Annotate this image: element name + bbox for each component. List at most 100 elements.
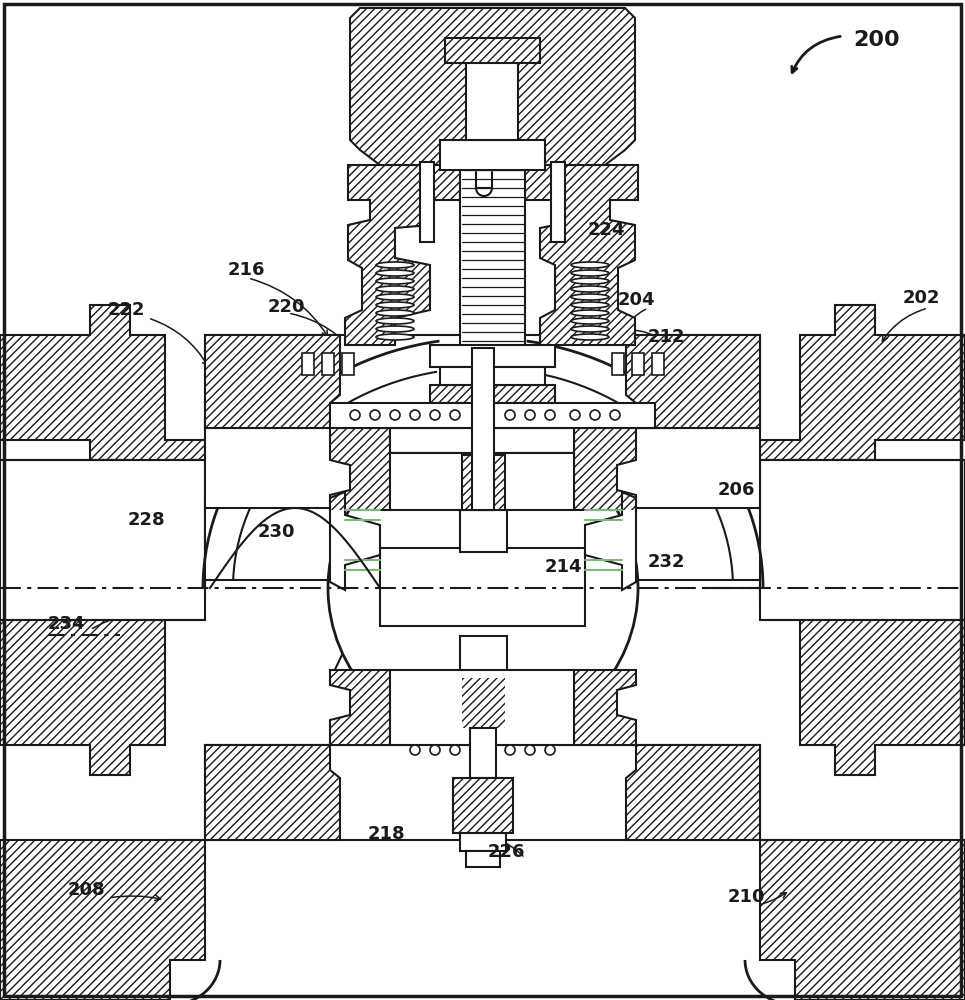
Polygon shape bbox=[345, 165, 460, 345]
Text: 214: 214 bbox=[545, 558, 583, 576]
Bar bbox=[466, 851, 500, 867]
Circle shape bbox=[450, 745, 460, 755]
Circle shape bbox=[410, 410, 420, 420]
Bar bbox=[466, 60, 518, 140]
Text: 222: 222 bbox=[108, 301, 146, 319]
Ellipse shape bbox=[376, 334, 414, 340]
Bar bbox=[390, 453, 574, 510]
Bar bbox=[430, 345, 555, 367]
Circle shape bbox=[590, 410, 600, 420]
Polygon shape bbox=[330, 428, 390, 510]
Bar bbox=[462, 678, 505, 728]
Bar bbox=[470, 728, 496, 778]
Ellipse shape bbox=[571, 286, 609, 292]
Bar bbox=[445, 38, 540, 63]
Text: 210: 210 bbox=[728, 888, 765, 906]
Text: 232: 232 bbox=[648, 553, 685, 571]
Bar bbox=[205, 335, 760, 430]
Ellipse shape bbox=[376, 278, 414, 284]
Polygon shape bbox=[330, 492, 380, 590]
Polygon shape bbox=[205, 335, 340, 428]
Ellipse shape bbox=[571, 318, 609, 324]
Ellipse shape bbox=[571, 334, 609, 340]
Bar bbox=[462, 455, 505, 510]
Polygon shape bbox=[0, 840, 205, 1000]
Bar bbox=[440, 140, 545, 170]
Bar bbox=[205, 745, 760, 840]
Bar bbox=[213, 335, 227, 345]
Circle shape bbox=[430, 410, 440, 420]
Circle shape bbox=[505, 410, 515, 420]
Bar bbox=[322, 353, 334, 375]
Bar bbox=[708, 335, 722, 345]
Circle shape bbox=[370, 410, 380, 420]
Ellipse shape bbox=[571, 294, 609, 300]
Ellipse shape bbox=[571, 278, 609, 284]
Bar bbox=[460, 165, 525, 350]
Bar bbox=[420, 162, 434, 242]
Circle shape bbox=[410, 745, 420, 755]
Text: 220: 220 bbox=[268, 298, 306, 316]
Ellipse shape bbox=[571, 326, 609, 332]
Polygon shape bbox=[205, 745, 340, 840]
Bar bbox=[390, 670, 574, 745]
Bar bbox=[205, 500, 340, 580]
Bar bbox=[440, 367, 545, 385]
Ellipse shape bbox=[571, 310, 609, 316]
Ellipse shape bbox=[376, 318, 414, 324]
Circle shape bbox=[525, 410, 535, 420]
Bar bbox=[625, 500, 760, 580]
Bar bbox=[330, 403, 655, 428]
Bar bbox=[205, 428, 390, 508]
Circle shape bbox=[328, 433, 638, 743]
Text: 206: 206 bbox=[718, 481, 756, 499]
Polygon shape bbox=[0, 305, 205, 775]
Polygon shape bbox=[330, 670, 390, 745]
Bar bbox=[390, 428, 574, 453]
Bar bbox=[460, 833, 506, 851]
Polygon shape bbox=[574, 670, 636, 745]
Circle shape bbox=[610, 410, 620, 420]
Bar bbox=[278, 335, 292, 345]
Polygon shape bbox=[760, 305, 965, 775]
Polygon shape bbox=[585, 492, 636, 590]
Circle shape bbox=[350, 410, 360, 420]
Polygon shape bbox=[525, 165, 638, 345]
Circle shape bbox=[505, 745, 515, 755]
Text: 228: 228 bbox=[128, 511, 166, 529]
Text: 226: 226 bbox=[488, 843, 526, 861]
Bar bbox=[462, 678, 505, 728]
Ellipse shape bbox=[376, 262, 414, 268]
Polygon shape bbox=[574, 428, 636, 510]
Text: 208: 208 bbox=[68, 881, 105, 899]
Bar bbox=[460, 636, 507, 678]
Bar bbox=[430, 385, 555, 403]
Polygon shape bbox=[626, 745, 760, 840]
Ellipse shape bbox=[571, 270, 609, 276]
Bar bbox=[652, 353, 664, 375]
Ellipse shape bbox=[571, 262, 609, 268]
Ellipse shape bbox=[376, 294, 414, 300]
Circle shape bbox=[570, 410, 580, 420]
Bar bbox=[472, 348, 494, 510]
Circle shape bbox=[545, 745, 555, 755]
Bar bbox=[738, 335, 752, 345]
Bar bbox=[453, 778, 513, 833]
Polygon shape bbox=[350, 8, 635, 165]
Bar bbox=[342, 353, 354, 375]
Bar bbox=[308, 335, 322, 345]
Bar bbox=[453, 778, 513, 833]
Polygon shape bbox=[760, 840, 965, 1000]
Circle shape bbox=[450, 410, 460, 420]
Bar bbox=[380, 548, 585, 626]
Bar bbox=[243, 335, 257, 345]
Ellipse shape bbox=[376, 310, 414, 316]
Ellipse shape bbox=[376, 270, 414, 276]
Bar bbox=[302, 353, 314, 375]
Text: 216: 216 bbox=[228, 261, 265, 279]
Text: 204: 204 bbox=[618, 291, 655, 309]
Bar bbox=[760, 460, 965, 620]
Circle shape bbox=[430, 745, 440, 755]
Text: 202: 202 bbox=[903, 289, 941, 307]
Bar bbox=[460, 510, 507, 552]
